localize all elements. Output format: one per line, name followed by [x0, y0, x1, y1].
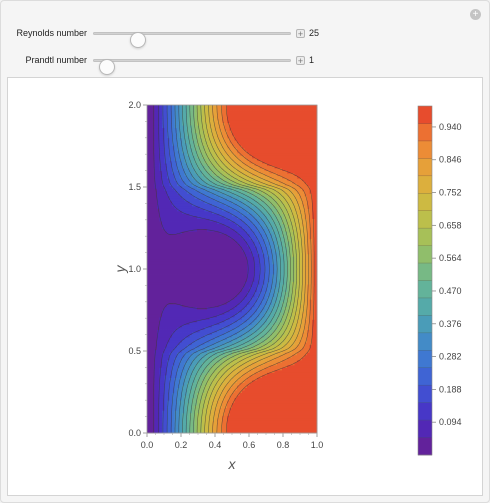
y-tick-label: 2.0 — [128, 100, 141, 110]
legend-color-band — [418, 175, 432, 194]
y-tick-label: 1.0 — [128, 264, 141, 274]
legend-tick-label: 0.094 — [439, 417, 462, 427]
x-axis: 0.0 0.2 0.4 0.6 0.8 1.0 — [141, 433, 324, 450]
legend-color-band — [418, 350, 432, 369]
reynolds-slider-thumb[interactable] — [130, 32, 147, 48]
legend-color-band — [418, 263, 432, 281]
legend-color-band — [418, 193, 432, 211]
legend-tick-label: 0.752 — [439, 188, 462, 198]
prandtl-expand-icon[interactable]: + — [296, 56, 305, 66]
color-legend: 0.094 0.188 0.282 0.376 0.470 0.564 0.658 0.752… — [417, 105, 462, 456]
contour-lines — [153, 104, 315, 434]
contour-chart: 0.0 0.2 0.4 0.6 0.8 1.0 0.0 0.5 1.0 1.5 2.0 x y 0… — [112, 100, 462, 472]
legend-tick-label: 0.564 — [439, 253, 462, 263]
x-tick-label: 0.0 — [141, 440, 154, 450]
y-tick-label: 1.5 — [128, 182, 141, 192]
prandtl-value: 1 — [309, 55, 315, 65]
x-axis-label: x — [228, 456, 237, 472]
reynolds-control: Reynolds number + 25 — [1, 26, 489, 48]
contour-fill — [147, 105, 318, 434]
legend-color-band — [418, 297, 432, 316]
legend-color-band — [418, 437, 432, 456]
reset-plus-icon[interactable]: + — [470, 9, 481, 20]
reynolds-label: Reynolds number — [16, 28, 87, 38]
reynolds-expand-icon[interactable]: + — [296, 29, 305, 39]
legend-color-band — [418, 367, 432, 386]
x-tick-label: 0.4 — [209, 440, 222, 450]
legend-tick-label: 0.188 — [439, 384, 462, 394]
legend-tick-label: 0.940 — [439, 122, 462, 132]
legend-color-band — [418, 140, 432, 159]
legend-color-band — [418, 106, 432, 124]
legend-color-band — [418, 210, 432, 229]
contour-line-set — [153, 104, 315, 434]
legend-tick-label: 0.658 — [439, 220, 462, 230]
legend-color-band — [418, 228, 432, 246]
legend-tick-label: 0.282 — [439, 352, 462, 362]
x-tick-label: 0.6 — [243, 440, 256, 450]
legend-tick-label: 0.376 — [439, 319, 462, 329]
legend-frame — [417, 105, 433, 456]
legend-color-band — [418, 158, 432, 177]
prandtl-slider-thumb[interactable] — [99, 59, 116, 75]
legend-color-band — [418, 420, 432, 438]
legend-tick-label: 0.470 — [439, 286, 462, 296]
legend-color-band — [418, 385, 432, 403]
plot-area: 0.0 0.2 0.4 0.6 0.8 1.0 0.0 0.5 1.0 1.5 2.0 x y 0… — [7, 77, 483, 496]
prandtl-slider-track[interactable] — [93, 59, 291, 75]
legend-color-band — [418, 332, 432, 351]
legend-color-band — [418, 123, 432, 142]
x-tick-label: 0.8 — [277, 440, 290, 450]
legend-color-band — [418, 402, 432, 421]
y-tick-label: 0.5 — [128, 346, 141, 356]
legend-color-band — [418, 280, 432, 299]
legend-color-band — [418, 245, 432, 264]
reynolds-slider-track[interactable] — [93, 32, 291, 48]
prandtl-control: Prandtl number + 1 — [1, 53, 489, 75]
legend-tick-label: 0.846 — [439, 155, 462, 165]
y-tick-label: 0.0 — [128, 428, 141, 438]
legend-color-band — [418, 315, 432, 334]
prandtl-label: Prandtl number — [25, 55, 87, 65]
reynolds-value: 25 — [309, 28, 320, 38]
y-axis-label: y — [112, 265, 128, 274]
x-tick-label: 1.0 — [311, 440, 324, 450]
y-axis: 0.0 0.5 1.0 1.5 2.0 — [128, 100, 147, 438]
x-tick-label: 0.2 — [175, 440, 188, 450]
